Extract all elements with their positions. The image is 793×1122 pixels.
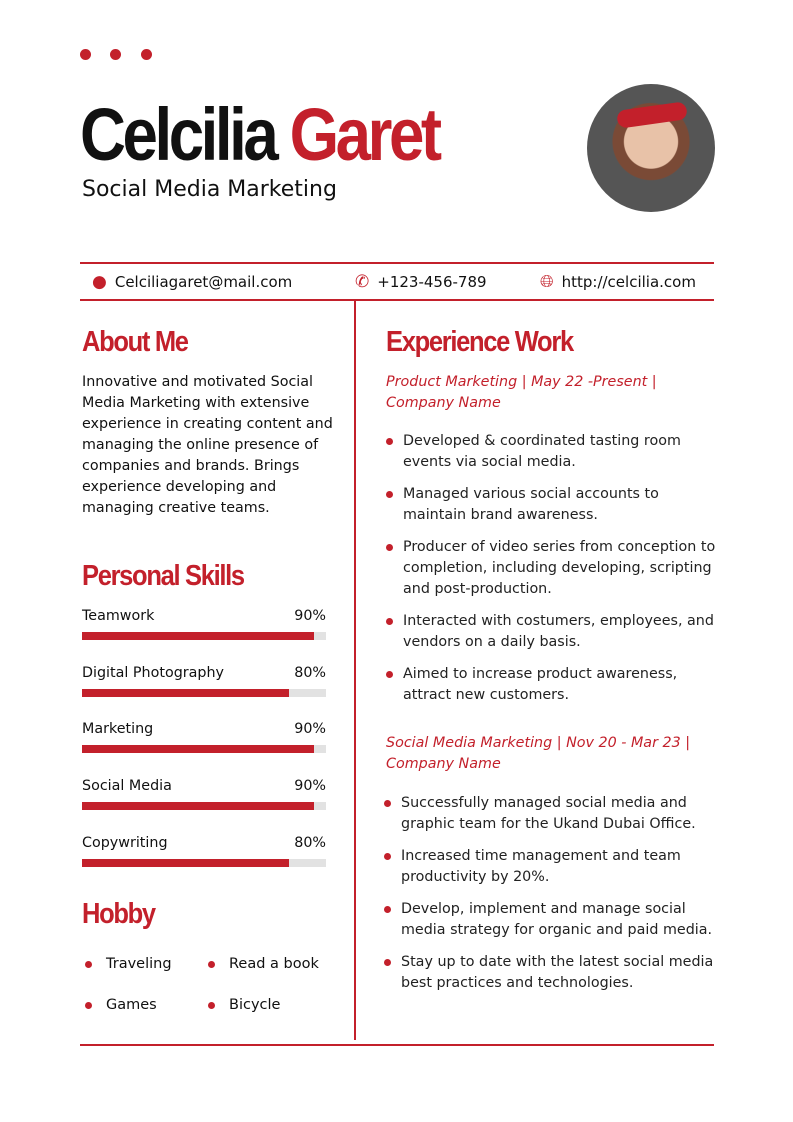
hobby-item: Games: [85, 997, 157, 1013]
contact-email[interactable]: ● Celciliagaret@mail.com: [92, 272, 292, 292]
skill-value: 90%: [294, 721, 326, 738]
skill-value: 90%: [294, 608, 326, 624]
skill-item: Social Media 90%: [82, 778, 326, 811]
skill-item: Digital Photography 80%: [82, 665, 326, 697]
column-divider: [354, 300, 356, 1040]
skill-item: Teamwork 90%: [82, 608, 326, 640]
skill-bar-fill: [82, 802, 315, 811]
job-bullet: Aimed to increase product awareness, att…: [386, 664, 716, 706]
profile-photo: [587, 84, 715, 212]
skills-title: Personal Skills: [82, 560, 245, 592]
job-bullets: Successfully managed social media and gr…: [384, 793, 714, 1005]
job-bullet: Develop, implement and manage social med…: [384, 899, 714, 941]
phone-icon: ✆: [355, 272, 370, 292]
job-bullet: Increased time management and team produ…: [384, 846, 714, 888]
skill-bar-fill: [82, 745, 315, 754]
skill-value: 90%: [294, 778, 326, 795]
job-bullet: Successfully managed social media and gr…: [384, 793, 714, 835]
job-heading: Social Media Marketing | Nov 20 - Mar 23…: [386, 735, 691, 772]
about-text: Innovative and motivated Social Media Ma…: [82, 374, 333, 516]
divider: [80, 262, 714, 264]
job-heading: Product Marketing | May 22 -Present | Co…: [386, 374, 657, 411]
skill-bar: [82, 802, 326, 811]
full-name: Celcilia Garet: [80, 92, 442, 177]
job-bullet: Stay up to date with the latest social m…: [384, 952, 714, 994]
decor-dot: [141, 49, 152, 60]
divider: [80, 299, 714, 301]
about-title: About Me: [82, 326, 189, 358]
skill-label: Social Media: [82, 778, 172, 795]
phone-text: +123-456-789: [377, 273, 487, 291]
skill-bar-fill: [82, 632, 315, 640]
contact-phone[interactable]: ✆ +123-456-789: [355, 272, 487, 292]
hobby-item: Traveling: [85, 956, 172, 972]
email-text: Celciliagaret@mail.com: [114, 273, 293, 291]
last-name: Garet: [289, 93, 442, 176]
contact-website[interactable]: 🌐︎ http://celcilia.com: [540, 272, 696, 292]
hobby-item: Read a book: [208, 956, 319, 972]
globe-icon: 🌐︎: [540, 272, 554, 292]
job-bullet: Interacted with costumers, employees, an…: [386, 611, 716, 653]
skill-bar: [82, 858, 326, 867]
website-text: http://celcilia.com: [561, 273, 696, 291]
skill-bar: [82, 745, 326, 754]
hobby-title: Hobby: [82, 898, 156, 930]
skill-bar: [82, 688, 326, 697]
skill-label: Digital Photography: [82, 664, 225, 681]
skill-label: Marketing: [82, 721, 154, 738]
hobby-item: Bicycle: [208, 997, 280, 1013]
skill-value: 80%: [294, 834, 326, 851]
skill-item: Marketing 90%: [82, 721, 326, 754]
skill-bar: [82, 632, 326, 640]
skill-bar-fill: [82, 688, 289, 697]
decor-dot: [110, 49, 121, 60]
skill-label: Copywriting: [82, 834, 168, 851]
experience-title: Experience Work: [386, 326, 574, 358]
job-bullet: Managed various social accounts to maint…: [386, 484, 716, 526]
job-role: Social Media Marketing: [82, 177, 337, 202]
divider: [80, 1044, 714, 1046]
skill-label: Teamwork: [82, 608, 155, 624]
person-icon: ●: [92, 272, 107, 292]
skill-bar-fill: [82, 858, 289, 867]
first-name: Celcilia: [80, 93, 279, 176]
skill-item: Copywriting 80%: [82, 835, 326, 867]
skill-value: 80%: [294, 664, 326, 681]
job-bullet: Producer of video series from conception…: [386, 537, 716, 600]
job-bullets: Developed & coordinated tasting room eve…: [386, 431, 716, 717]
job-bullet: Developed & coordinated tasting room eve…: [386, 431, 716, 473]
decor-dot: [80, 49, 91, 60]
